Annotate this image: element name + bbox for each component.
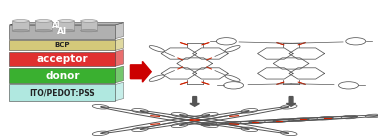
FancyBboxPatch shape bbox=[35, 21, 52, 31]
Text: acceptor: acceptor bbox=[37, 54, 88, 64]
Text: Al: Al bbox=[57, 27, 67, 36]
Ellipse shape bbox=[35, 29, 52, 32]
Polygon shape bbox=[115, 38, 124, 50]
Text: BCP: BCP bbox=[54, 42, 70, 48]
Polygon shape bbox=[115, 66, 124, 83]
Ellipse shape bbox=[81, 29, 97, 32]
Text: Al: Al bbox=[52, 21, 60, 30]
FancyBboxPatch shape bbox=[9, 68, 115, 83]
Polygon shape bbox=[9, 23, 124, 25]
Ellipse shape bbox=[12, 20, 29, 22]
Polygon shape bbox=[115, 23, 124, 39]
Ellipse shape bbox=[81, 20, 97, 22]
Polygon shape bbox=[115, 82, 124, 101]
Ellipse shape bbox=[58, 29, 74, 32]
Ellipse shape bbox=[58, 20, 74, 22]
FancyBboxPatch shape bbox=[9, 25, 115, 39]
FancyBboxPatch shape bbox=[12, 21, 29, 31]
FancyArrow shape bbox=[287, 97, 296, 106]
FancyBboxPatch shape bbox=[9, 52, 115, 66]
FancyArrow shape bbox=[130, 61, 151, 82]
Ellipse shape bbox=[12, 29, 29, 32]
FancyBboxPatch shape bbox=[9, 84, 115, 101]
FancyBboxPatch shape bbox=[81, 21, 97, 31]
Text: donor: donor bbox=[45, 71, 80, 81]
FancyArrow shape bbox=[190, 97, 200, 106]
Polygon shape bbox=[115, 50, 124, 66]
Text: ITO/PEDOT:PSS: ITO/PEDOT:PSS bbox=[29, 88, 95, 97]
FancyBboxPatch shape bbox=[9, 40, 115, 50]
FancyBboxPatch shape bbox=[58, 21, 74, 31]
Ellipse shape bbox=[35, 20, 52, 22]
